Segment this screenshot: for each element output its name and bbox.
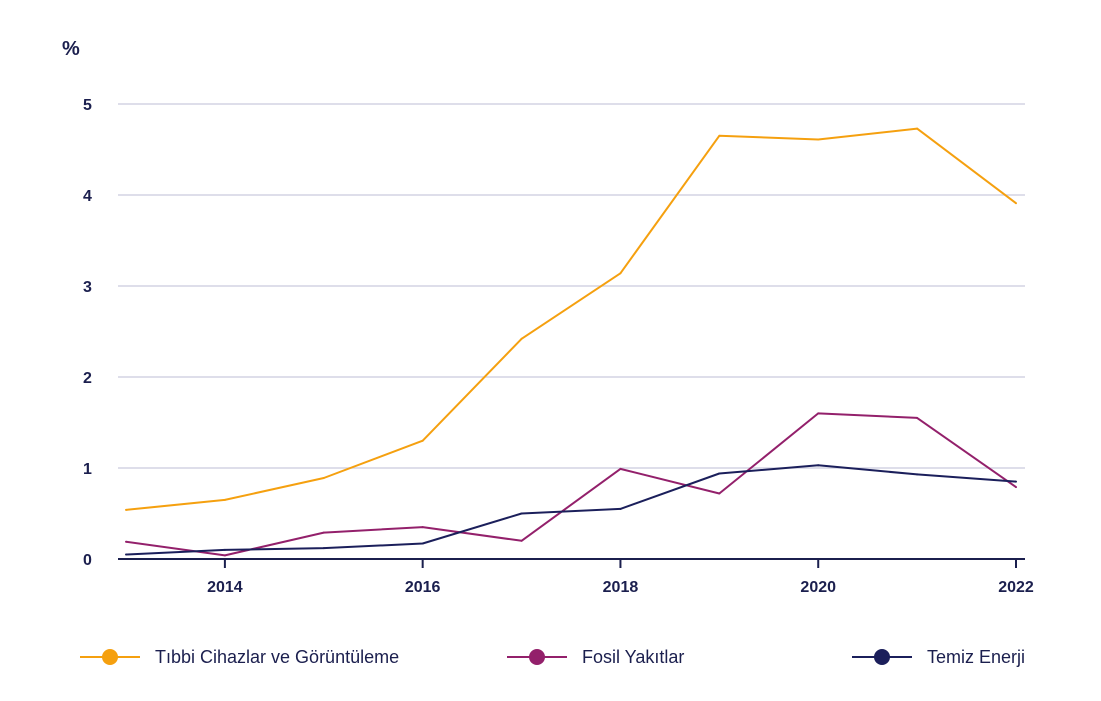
axis-labels: 0 1 2 3 4 5 2014 2016 2018 2020 2022%	[62, 38, 1034, 596]
grid-lines	[118, 103, 1025, 469]
data-point	[223, 498, 226, 501]
legend-label: Fosil Yakıtlar	[582, 647, 684, 667]
axes	[118, 558, 1025, 568]
series-lines	[125, 127, 1017, 557]
data-point	[421, 526, 424, 529]
series-line	[125, 127, 1017, 511]
y-tick-label: 0	[83, 552, 92, 569]
data-point	[619, 467, 622, 470]
x-tick-label: 2014	[207, 579, 243, 596]
x-tick-label: 2020	[800, 579, 836, 596]
data-point	[1015, 480, 1017, 483]
legend-marker	[102, 649, 118, 665]
data-point	[125, 553, 127, 556]
data-point	[718, 134, 721, 137]
data-point	[520, 337, 523, 340]
data-point	[817, 464, 820, 467]
y-tick-label: 2	[83, 370, 92, 387]
data-point	[916, 473, 919, 476]
data-point	[619, 507, 622, 510]
data-point	[916, 127, 919, 130]
data-point	[1015, 486, 1017, 489]
series-line	[125, 412, 1017, 557]
data-point	[125, 508, 127, 511]
legend-label: Temiz Enerji	[927, 647, 1025, 667]
data-point	[125, 540, 127, 543]
data-point	[619, 272, 622, 275]
x-tick-label: 2016	[405, 579, 441, 596]
data-point	[1015, 202, 1017, 205]
data-point	[916, 416, 919, 419]
legend-marker	[874, 649, 890, 665]
data-point	[817, 412, 820, 415]
data-point	[718, 492, 721, 495]
data-point	[322, 477, 325, 480]
legend-label: Tıbbi Cihazlar ve Görüntüleme	[155, 647, 399, 667]
y-tick-label: 5	[83, 97, 92, 114]
y-tick-label: 1	[83, 461, 92, 478]
data-point	[421, 439, 424, 442]
data-point	[421, 542, 424, 545]
data-point	[322, 531, 325, 534]
y-tick-label: 4	[83, 188, 92, 205]
data-point	[520, 512, 523, 515]
data-point	[520, 539, 523, 542]
series-line	[125, 464, 1017, 556]
data-point	[223, 554, 226, 557]
data-point	[718, 472, 721, 475]
legend: Tıbbi Cihazlar ve Görüntüleme Fosil Yakıt…	[80, 647, 1025, 667]
y-axis-unit-label: %	[62, 38, 80, 60]
y-tick-label: 3	[83, 279, 92, 296]
x-tick-label: 2018	[603, 579, 639, 596]
data-point	[817, 138, 820, 141]
x-tick-label: 2022	[998, 579, 1034, 596]
data-point	[223, 548, 226, 551]
legend-marker	[529, 649, 545, 665]
data-point	[322, 547, 325, 550]
